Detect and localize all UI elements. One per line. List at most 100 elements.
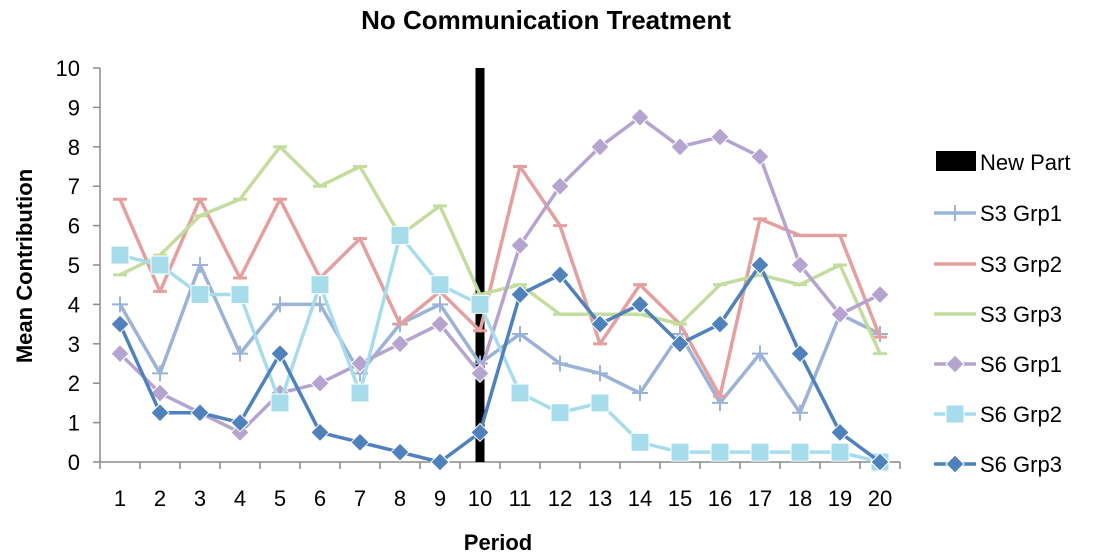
- x-tick-label: 20: [868, 486, 892, 511]
- data-point: [710, 314, 730, 334]
- series-line: [118, 115, 881, 435]
- series-line: [118, 263, 882, 464]
- series-s6-grp3: [110, 255, 890, 472]
- x-tick-label: 5: [274, 486, 286, 511]
- series-s6-grp1: [110, 107, 890, 443]
- data-point: [870, 452, 890, 472]
- x-tick-label: 13: [588, 486, 612, 511]
- data-point: [390, 225, 410, 245]
- x-tick-label: 4: [234, 486, 246, 511]
- data-point: [830, 304, 850, 324]
- data-point: [470, 422, 490, 443]
- data-point: [152, 365, 168, 382]
- legend-marker: [945, 454, 965, 474]
- data-point: [112, 296, 128, 313]
- y-tick-label: 5: [68, 253, 80, 278]
- data-point: [150, 383, 170, 403]
- data-point: [310, 422, 330, 443]
- y-tick-label: 2: [68, 371, 80, 396]
- data-point: [590, 137, 610, 157]
- x-tick-label: 19: [828, 486, 852, 511]
- data-point: [350, 432, 370, 453]
- data-point: [432, 296, 448, 313]
- data-point: [790, 343, 810, 364]
- data-point: [830, 422, 850, 443]
- data-point: [630, 294, 650, 315]
- data-point: [270, 343, 290, 364]
- legend-item-new-part: New Part: [936, 150, 1070, 175]
- legend-label: S6 Grp2: [980, 402, 1062, 427]
- legend-item-s3-grp1: S3 Grp1: [934, 201, 1062, 226]
- legend-swatch: [936, 151, 976, 171]
- x-tick-label: 3: [194, 486, 206, 511]
- data-point: [710, 127, 730, 147]
- data-point: [790, 255, 810, 275]
- data-point: [670, 442, 690, 462]
- y-tick-label: 1: [68, 411, 80, 436]
- new-part-bar: [475, 68, 485, 462]
- data-point: [750, 442, 770, 462]
- series-s3-grp1: [112, 257, 888, 421]
- data-point: [470, 294, 490, 314]
- legend-item-s6-grp2: S6 Grp2: [934, 402, 1062, 427]
- data-point: [390, 334, 410, 354]
- legend-item-s3-grp3: S3 Grp3: [934, 302, 1062, 327]
- legend-item-s6-grp3: S6 Grp3: [934, 452, 1062, 477]
- data-point: [590, 314, 610, 334]
- x-tick-label: 7: [354, 486, 366, 511]
- series-line: [118, 164, 882, 398]
- data-point: [350, 383, 370, 403]
- x-tick-label: 1: [114, 486, 126, 511]
- data-point: [190, 403, 210, 423]
- x-tick-label: 14: [628, 486, 652, 511]
- legend-item-s6-grp1: S6 Grp1: [934, 352, 1062, 377]
- data-point: [550, 176, 570, 196]
- data-point: [430, 314, 450, 334]
- data-point: [590, 393, 610, 413]
- y-tick-label: 10: [56, 56, 80, 81]
- legend-label: New Part: [980, 150, 1070, 175]
- y-tick-label: 9: [68, 95, 80, 120]
- data-point: [510, 284, 530, 305]
- x-tick-label: 10: [468, 486, 492, 511]
- data-point: [670, 334, 690, 354]
- y-tick-label: 0: [68, 450, 80, 475]
- data-point: [430, 452, 450, 472]
- y-tick-label: 3: [68, 332, 80, 357]
- legend-label: S3 Grp1: [980, 201, 1062, 226]
- data-point: [232, 345, 248, 362]
- data-point: [750, 146, 770, 167]
- data-point: [110, 245, 130, 265]
- x-tick-label: 17: [748, 486, 772, 511]
- legend-marker: [947, 205, 963, 221]
- x-axis-title: Period: [464, 530, 532, 555]
- data-point: [272, 296, 288, 313]
- data-point: [470, 363, 490, 384]
- x-tick-label: 8: [394, 486, 406, 511]
- data-point: [790, 442, 810, 462]
- data-point: [510, 383, 530, 403]
- data-point: [150, 255, 170, 275]
- legend-marker: [945, 354, 965, 374]
- data-point: [190, 285, 210, 305]
- data-point: [792, 404, 808, 421]
- x-tick-label: 18: [788, 486, 812, 511]
- y-tick-label: 4: [68, 292, 80, 317]
- y-tick-label: 6: [68, 214, 80, 239]
- x-tick-label: 11: [509, 486, 532, 511]
- data-point: [752, 345, 768, 362]
- legend-marker: [945, 404, 965, 424]
- data-point: [630, 432, 650, 452]
- x-tick-label: 16: [708, 486, 732, 511]
- data-point: [390, 442, 410, 462]
- legend-label: S3 Grp2: [980, 252, 1062, 277]
- data-point: [630, 107, 650, 127]
- data-point: [750, 255, 770, 275]
- data-point: [830, 442, 850, 462]
- data-point: [592, 365, 608, 382]
- x-tick-label: 12: [548, 486, 572, 511]
- legend-item-s3-grp2: S3 Grp2: [934, 252, 1062, 277]
- data-point: [552, 355, 568, 372]
